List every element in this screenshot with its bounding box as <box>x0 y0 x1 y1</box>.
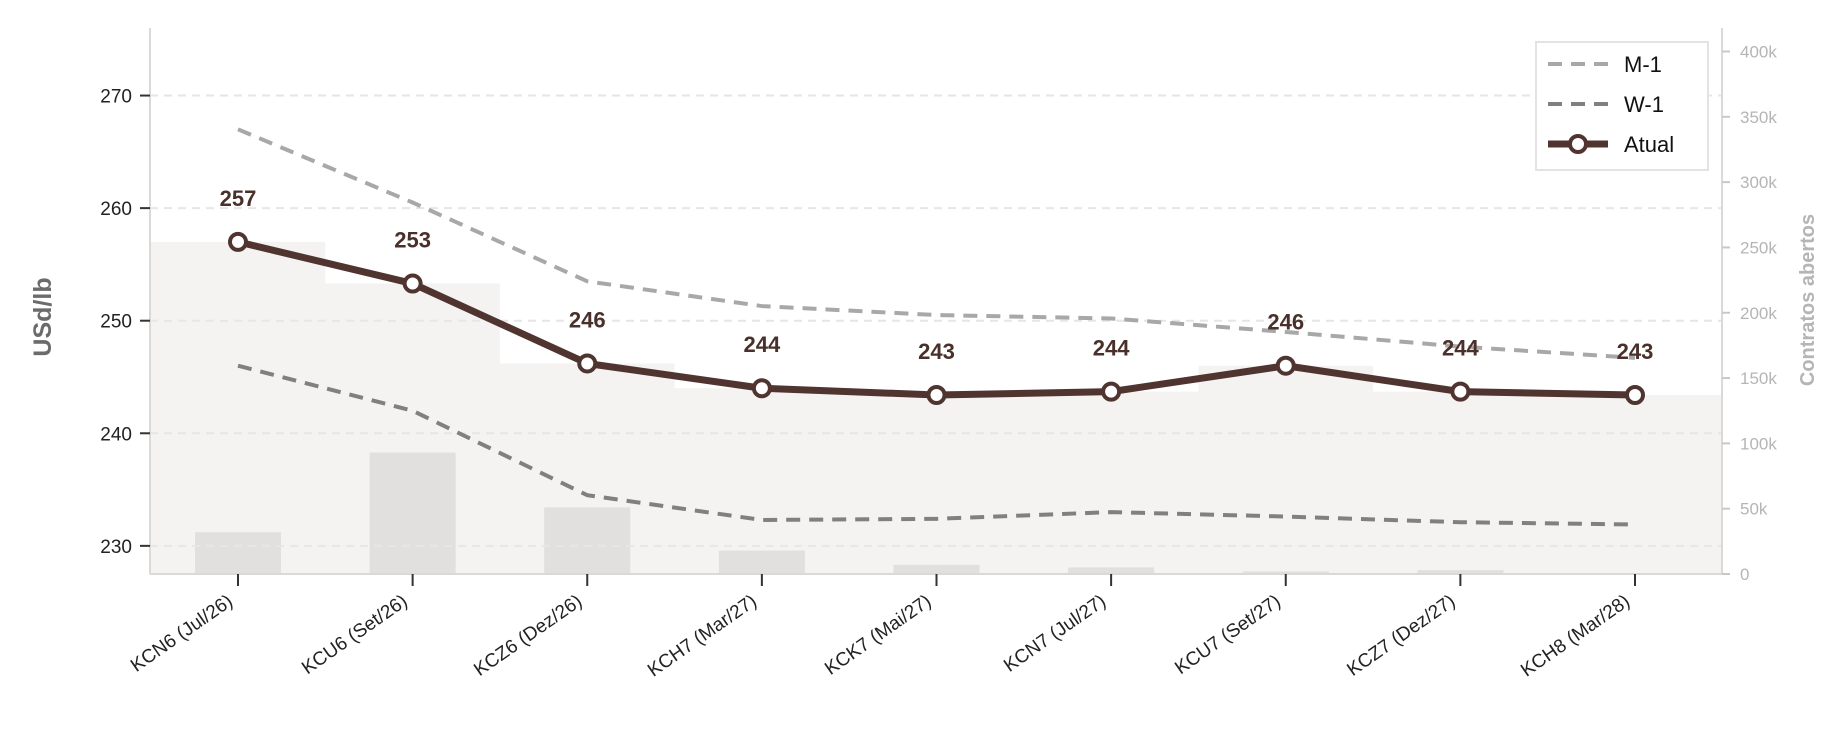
open-interest-bars <box>195 452 1504 574</box>
y2-tick-label: 250k <box>1740 238 1777 257</box>
y-tick-label: 270 <box>100 87 132 108</box>
data-label: 243 <box>1617 339 1654 364</box>
data-point <box>1101 381 1122 402</box>
x-tick-label: KCN6 (Jul/26) <box>127 591 237 677</box>
data-label: 246 <box>1267 310 1304 335</box>
x-tick-label: KCU6 (Set/26) <box>298 591 411 679</box>
y2-tick-label: 50k <box>1740 500 1768 519</box>
y-axis-title: USd/lb <box>29 277 57 356</box>
data-label: 244 <box>1093 336 1130 361</box>
data-point <box>577 353 598 374</box>
series-line-w-1 <box>237 363 1636 527</box>
x-tick-label: KCH7 (Mar/27) <box>644 591 761 681</box>
y2-tick-label: 200k <box>1740 304 1777 323</box>
open-interest-bar <box>544 507 631 574</box>
open-interest-bar <box>1417 570 1504 574</box>
open-interest-bar <box>893 564 980 574</box>
data-point <box>1450 381 1471 402</box>
y-tick-label: 260 <box>100 199 132 220</box>
y-tick-label: 250 <box>100 312 132 333</box>
data-label: 253 <box>394 228 431 253</box>
left-tick-labels: 230 240 250 260 270 <box>100 87 150 558</box>
series-lines <box>228 127 1645 527</box>
legend-box <box>1535 41 1709 171</box>
data-label: 244 <box>744 332 781 357</box>
x-tick-label: KCH8 (Mar/28) <box>1517 591 1634 681</box>
data-label: 246 <box>569 307 606 332</box>
data-labels: 257 253 246 244 243 244 246 244 243 <box>220 186 1654 364</box>
data-point <box>402 273 423 294</box>
y2-tick-label: 350k <box>1740 108 1777 127</box>
series-line-m-1 <box>237 127 1636 360</box>
x-tick-label: KCZ6 (Dez/26) <box>470 591 586 681</box>
data-point <box>1625 385 1645 406</box>
y2-tick-label: 100k <box>1740 434 1777 453</box>
y2-tick-label: 400k <box>1740 43 1777 62</box>
open-interest-bar <box>195 532 281 574</box>
data-point <box>228 231 248 252</box>
x-tick-label: KCK7 (Mai/27) <box>821 591 935 680</box>
x-tick-label: KCU7 (Set/27) <box>1171 591 1284 679</box>
open-interest-bar <box>718 550 805 574</box>
data-label: 244 <box>1442 336 1479 361</box>
x-tick-label: KCN7 (Jul/27) <box>1000 591 1110 677</box>
data-point <box>1275 355 1296 376</box>
x-tick-label: KCZ7 (Dez/27) <box>1343 591 1459 681</box>
right-tick-labels: 0 50k 100k 150k 200k 250k 300k 350k 400k <box>1722 43 1777 584</box>
y2-tick-label: 300k <box>1740 173 1777 192</box>
gridlines <box>150 94 1722 547</box>
x-tick-labels: KCN6 (Jul/26) KCU6 (Set/26) KCZ6 (Dez/26) K… <box>127 574 1636 681</box>
open-interest-bar <box>1068 567 1155 574</box>
data-point <box>751 378 772 399</box>
y2-tick-label: 150k <box>1740 369 1777 388</box>
data-point <box>926 385 947 406</box>
data-label: 243 <box>918 339 955 364</box>
y2-axis-title: Contratos abertos <box>1797 214 1819 386</box>
legend-label: Atual <box>1624 132 1674 157</box>
background-band <box>150 241 1722 574</box>
y2-tick-label: 0 <box>1740 565 1749 584</box>
legend: M-1 W-1 Atual <box>1535 41 1709 171</box>
open-interest-bar <box>369 452 456 574</box>
legend-marker <box>1568 134 1588 154</box>
open-interest-bar <box>1242 571 1329 574</box>
y-tick-label: 240 <box>100 424 132 445</box>
y-tick-label: 230 <box>100 537 132 558</box>
data-label: 257 <box>220 186 257 211</box>
background-band-layer <box>150 241 1722 574</box>
legend-label: M-1 <box>1624 52 1662 77</box>
legend-label: W-1 <box>1624 92 1664 117</box>
